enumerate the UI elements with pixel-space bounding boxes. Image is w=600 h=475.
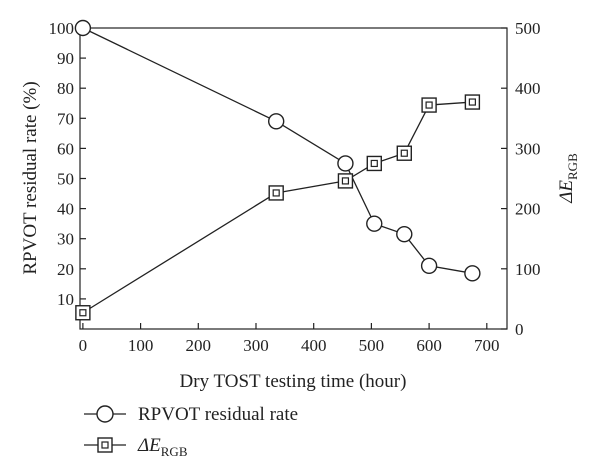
right-y-axis-label: ΔERGB [556, 153, 580, 204]
right-y-axis-label-base: ΔE [556, 180, 577, 204]
x-tick-label: 200 [186, 336, 212, 355]
x-tick-label: 100 [128, 336, 154, 355]
left-y-tick-label: 80 [57, 79, 74, 98]
data-point-circle [337, 155, 354, 172]
right-y-tick-label: 500 [515, 19, 541, 38]
x-tick-label: 400 [301, 336, 327, 355]
left-y-tick-label: 60 [57, 139, 74, 158]
legend-item-delta-e: ΔERGB [84, 435, 188, 459]
legend-label-delta-e-base: ΔE [137, 435, 161, 456]
data-point-circle [420, 257, 438, 274]
x-tick-label: 600 [416, 336, 442, 355]
right-y-tick-label: 200 [515, 200, 541, 219]
left-y-tick-label: 70 [57, 109, 74, 128]
data-point-circle [464, 265, 481, 282]
legend: RPVOT residual rate ΔERGB [84, 404, 298, 459]
data-point-square [268, 185, 284, 201]
data-point-circle [366, 215, 383, 232]
left-y-tick-label: 30 [57, 230, 74, 249]
left-y-axis: 10 20 30 40 50 60 70 80 90 100 [49, 19, 86, 309]
legend-marker-circle [96, 405, 114, 423]
legend-label-delta-e-subscript: RGB [161, 444, 188, 459]
data-point-square [337, 173, 354, 189]
data-point-square [75, 305, 91, 321]
right-y-tick-label: 0 [515, 320, 524, 339]
right-y-tick-label: 100 [515, 260, 541, 279]
x-tick-label: 700 [474, 336, 500, 355]
series-line-0 [82, 27, 473, 274]
data-point-square [396, 145, 412, 161]
right-y-axis: 0 100 200 300 400 500 [501, 19, 541, 339]
left-y-tick-label: 50 [57, 170, 74, 189]
data-point-circle [74, 19, 92, 37]
left-y-tick-label: 40 [57, 200, 74, 219]
plot-area [79, 27, 508, 330]
left-y-axis-label: RPVOT residual rate (%) [20, 81, 41, 274]
left-y-tick-label: 20 [57, 260, 74, 279]
x-axis: 0 100 200 300 400 500 600 700 [79, 323, 500, 355]
data-point-square [366, 155, 382, 172]
x-tick-label: 300 [243, 336, 269, 355]
right-y-axis-label-subscript: RGB [565, 153, 580, 180]
series-line-1 [82, 101, 473, 314]
legend-label-delta-e: ΔERGB [137, 435, 188, 459]
x-tick-label: 500 [359, 336, 385, 355]
left-y-tick-label: 100 [49, 19, 75, 38]
legend-item-rpvot: RPVOT residual rate [84, 404, 298, 425]
legend-label-rpvot: RPVOT residual rate [138, 404, 298, 425]
right-y-tick-label: 400 [515, 79, 541, 98]
left-y-tick-label: 10 [57, 290, 74, 309]
data-point-circle [396, 225, 413, 243]
data-point-circle [267, 113, 285, 130]
x-axis-label: Dry TOST testing time (hour) [180, 371, 407, 392]
data-point-square [421, 97, 437, 113]
right-y-tick-label: 300 [515, 139, 541, 158]
data-point-square [464, 94, 481, 110]
series-layer [74, 19, 481, 321]
x-tick-label: 0 [79, 336, 88, 355]
left-y-tick-label: 90 [57, 49, 74, 68]
